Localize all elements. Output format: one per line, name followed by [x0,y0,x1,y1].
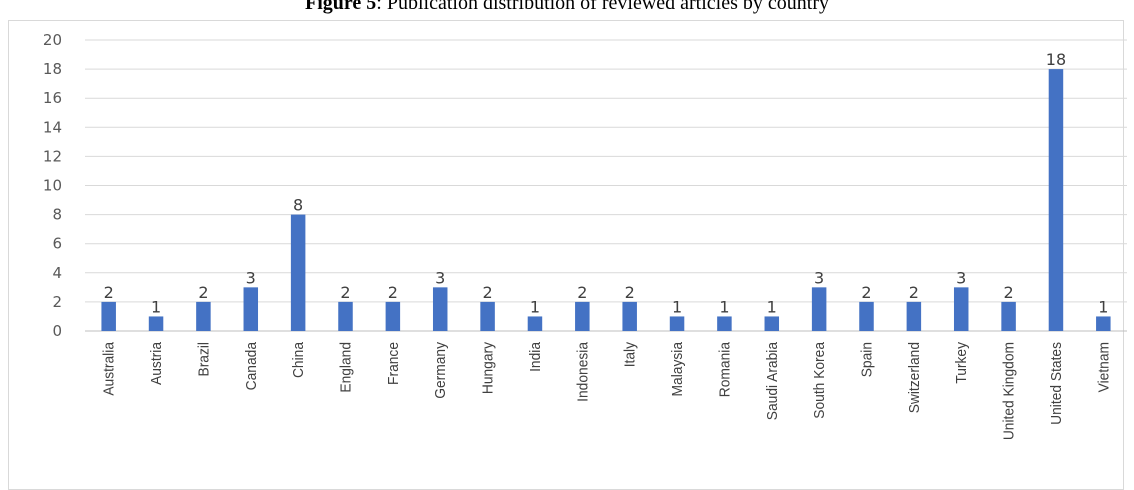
data-label: 1 [1098,297,1108,316]
data-label: 2 [577,283,587,302]
x-tick-label: United Kingdom [1001,342,1018,440]
x-tick-label: Saudi Arabia [764,341,781,420]
y-tick-label: 12 [43,147,62,165]
x-tick-label: Indonesia [575,341,592,402]
x-tick-label: South Korea [812,341,829,419]
bar [859,301,874,331]
bar [1048,69,1064,331]
data-label: 18 [1046,50,1066,69]
y-tick-label: 10 [43,177,62,195]
bars [101,69,1111,331]
y-tick-label: 4 [52,264,62,282]
x-tick-label: Turkey [954,341,971,383]
x-tick-label: Canada [243,341,260,390]
data-label: 2 [625,283,635,302]
x-tick-label: China [291,341,308,378]
y-tick-label: 8 [52,206,62,224]
data-label: 2 [198,283,208,302]
y-tick-label: 0 [52,322,62,340]
x-tick-label: Brazil [196,342,213,377]
bar [1001,301,1016,331]
x-tick-label: Vietnam [1096,342,1113,392]
y-tick-label: 18 [43,60,62,78]
figure-caption-label: Figure 5 [305,0,377,14]
x-axis-ticks: Australia Austria Brazil Canada China England… [101,341,1112,440]
figure-caption-text: : Publication distribution of reviewed a… [376,0,829,14]
x-tick-label: Australia [101,341,118,396]
figure-caption: Figure 5: Publication distribution of re… [0,0,1134,15]
x-tick-label: Spain [859,342,876,377]
data-label: 3 [435,268,445,287]
bar [764,316,780,331]
data-label: 2 [1003,283,1013,302]
y-tick-label: 16 [43,89,62,107]
x-tick-label: Romania [717,341,734,397]
x-tick-label: United States [1048,342,1065,425]
data-label: 1 [151,297,161,316]
bar [811,287,827,331]
y-axis-ticks: 0 2 4 6 8 10 12 14 16 18 20 [43,31,62,340]
data-label: 2 [388,283,398,302]
bar [385,301,401,331]
data-label: 2 [861,283,871,302]
data-label: 1 [672,297,682,316]
bar [101,301,116,331]
bar [196,301,211,331]
data-label: 1 [767,297,777,316]
y-tick-label: 6 [52,235,62,253]
bar [717,316,732,331]
data-label: 3 [956,268,966,287]
data-label: 1 [530,297,540,316]
data-label: 3 [246,268,256,287]
data-label: 2 [482,283,492,302]
data-label: 1 [719,297,729,316]
bar [622,301,637,331]
bar [290,214,306,331]
x-tick-label: Switzerland [906,342,923,413]
bar [906,301,922,331]
data-label: 2 [909,283,919,302]
data-labels: 2 1 2 3 8 2 2 3 2 1 2 2 1 1 1 3 2 2 3 2 18 1 [104,50,1109,316]
data-label: 2 [340,283,350,302]
bar [480,301,495,331]
bar [669,316,685,331]
x-tick-label: Malaysia [670,341,687,396]
x-tick-label: England [338,342,355,393]
x-tick-label: Hungary [480,341,497,394]
data-label: 2 [104,283,114,302]
bar [432,287,448,331]
x-tick-label: Italy [622,341,639,367]
x-tick-label: India [527,341,544,372]
y-tick-label: 20 [43,31,62,49]
bar [1096,316,1111,331]
bar [575,301,590,331]
gridlines [85,39,1127,303]
bar [953,287,969,331]
bar [243,287,259,331]
x-tick-label: Germany [433,341,450,398]
y-tick-label: 2 [52,293,62,311]
x-tick-label: France [385,342,402,385]
data-label: 8 [293,196,303,215]
bar [148,316,164,331]
x-tick-label: Austria [149,341,166,385]
y-tick-label: 14 [43,118,62,136]
bar [527,316,543,331]
data-label: 3 [814,268,824,287]
bar [338,301,353,331]
